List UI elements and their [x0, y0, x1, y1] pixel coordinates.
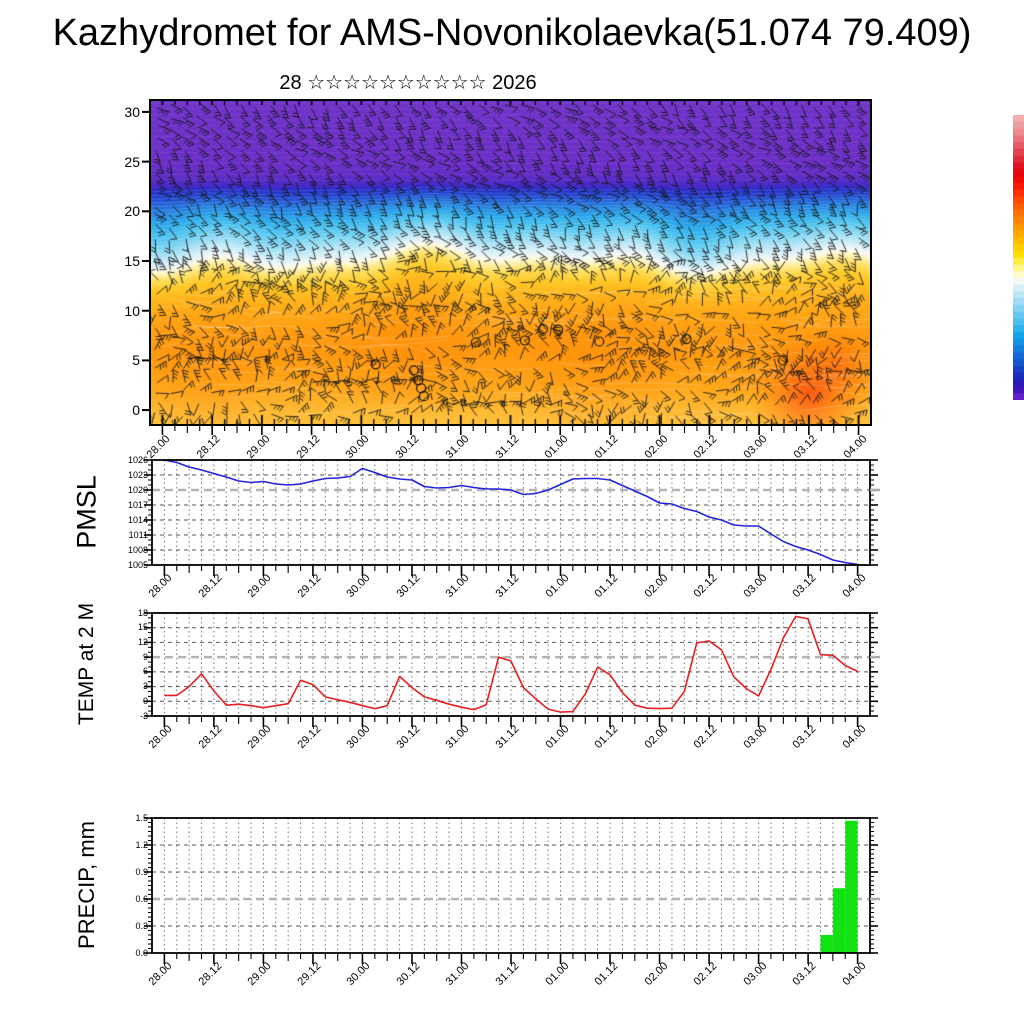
- precip-x-tick-label: 01.00: [543, 960, 572, 988]
- temp2m-y-tick-label: 3: [142, 681, 148, 692]
- wind-x-tick-label: 02.00: [642, 433, 671, 461]
- pmsl-x-tick-label: 30.00: [344, 572, 373, 600]
- temp2m-x-tick-label: 28.12: [196, 723, 225, 751]
- pmsl-x-tick-label: 31.12: [493, 572, 522, 600]
- wind-x-tick-label: 01.00: [542, 433, 571, 461]
- pmsl-x-tick-label: 03.12: [790, 572, 819, 600]
- precip-axis-title: PRECIP, mm: [74, 821, 99, 949]
- precip-x-tick-label: 31.00: [444, 960, 472, 988]
- wind-x-tick-label: 28.12: [194, 433, 223, 461]
- pmsl-axis-title: PMSL: [71, 475, 102, 549]
- wind-x-tick-label: 04.00: [841, 433, 870, 461]
- pmsl-x-tick-label: 30.12: [394, 572, 423, 600]
- wind-x-tick-label: 31.12: [493, 433, 521, 461]
- pmsl-y-tick-label: 1017: [127, 499, 148, 510]
- pmsl-y-tick-label: 1014: [127, 514, 148, 525]
- precip-x-tick-label: 03.00: [741, 960, 770, 988]
- precip-x-tick-label: 30.12: [394, 960, 423, 988]
- wind-x-tick-label: 29.00: [244, 433, 273, 461]
- temp2m-y-tick-label: 15: [137, 622, 148, 633]
- pmsl-x-tick-label: 29.12: [295, 572, 324, 600]
- wind-y-tick-label: 30: [124, 103, 140, 120]
- pmsl-x-tick-label: 03.00: [741, 572, 770, 600]
- precip-x-tick-label: 03.12: [790, 960, 819, 988]
- wind-y-tick-label: 15: [124, 253, 140, 269]
- pmsl-x-tick-label: 04.00: [840, 572, 869, 600]
- temp2m-y-tick-label: 12: [137, 636, 148, 647]
- temp2m-x-tick-label: 03.12: [790, 723, 819, 751]
- pmsl-y-tick-label: 1008: [127, 544, 148, 555]
- precip-y-tick-label: 1.5: [135, 812, 148, 823]
- precip-x-tick-label: 28.12: [196, 960, 225, 988]
- precip-x-tick-label: 02.00: [642, 960, 671, 988]
- precip-x-tick-label: 02.12: [691, 960, 720, 988]
- temp2m-x-tick-label: 01.12: [592, 723, 621, 751]
- temp2m-x-tick-label: 29.12: [295, 723, 324, 751]
- wind-x-tick-label: 31.00: [443, 433, 472, 461]
- precip-x-tick-label: 04.00: [840, 960, 869, 988]
- temp2m-y-tick-label: 0: [142, 695, 148, 706]
- pmsl-x-tick-label: 02.12: [691, 572, 720, 600]
- temp2m-x-tick-label: 28.00: [146, 723, 175, 751]
- pmsl-x-tick-label: 28.12: [196, 572, 225, 600]
- temp2m-x-tick-label: 01.00: [543, 723, 572, 751]
- temp2m-x-tick-label: 29.00: [245, 723, 274, 751]
- wind-x-tick-label: 28.00: [144, 433, 173, 461]
- pmsl-y-tick-label: 1023: [127, 469, 148, 480]
- wind-y-tick-label: 20: [124, 203, 140, 220]
- temp2m-x-tick-label: 02.12: [691, 723, 720, 751]
- temp2m-y-tick-label: -3: [139, 710, 148, 721]
- precip-y-tick-label: 0.6: [135, 893, 148, 904]
- pmsl-x-tick-label: 01.00: [543, 572, 572, 600]
- wind-x-tick-label: 30.12: [393, 433, 422, 461]
- precip-x-tick-label: 29.00: [245, 960, 274, 988]
- wind-section-canvas: [150, 100, 871, 425]
- precip-x-tick-label: 30.00: [344, 960, 373, 988]
- wind-y-tick-label: 10: [124, 302, 140, 319]
- wind-x-tick-label: 03.00: [741, 433, 770, 461]
- pmsl-x-tick-label: 01.12: [592, 572, 621, 600]
- pmsl-y-tick-label: 1020: [127, 484, 148, 495]
- temp2m-y-tick-label: 18: [137, 607, 148, 618]
- pmsl-y-tick-label: 1011: [128, 529, 148, 540]
- wind-y-tick-label: 25: [124, 153, 140, 170]
- precip-y-tick-label: 0.9: [135, 866, 148, 877]
- wind-x-tick-label: 30.00: [343, 433, 372, 461]
- wind-y-tick-label: 5: [132, 352, 140, 369]
- temp2m-x-tick-label: 31.00: [444, 723, 472, 751]
- wind-x-tick-label: 03.12: [791, 433, 820, 461]
- page-title: Kazhydromet for AMS-Novonikolaevka(51.07…: [52, 12, 972, 54]
- pmsl-y-tick-label: 1026: [127, 454, 148, 465]
- wind-y-tick-label: 0: [132, 402, 140, 419]
- precip-y-tick-label: 0.3: [135, 920, 148, 931]
- pmsl-y-tick-label: 1005: [127, 559, 148, 570]
- wind-x-tick-label: 01.12: [592, 433, 621, 461]
- precip-x-tick-label: 01.12: [592, 960, 621, 988]
- temp2m-x-tick-label: 31.12: [493, 723, 522, 751]
- pmsl-x-tick-label: 02.00: [642, 572, 671, 600]
- temp2m-x-tick-label: 30.12: [394, 723, 423, 751]
- date-subtitle: 28 ☆☆☆☆☆☆☆☆☆☆ 2026: [279, 72, 537, 94]
- temp2m-x-tick-label: 03.00: [741, 723, 770, 751]
- pmsl-x-tick-label: 29.00: [245, 572, 274, 600]
- temp2m-x-tick-label: 04.00: [840, 723, 869, 751]
- precip-y-tick-label: 0.0: [135, 947, 148, 958]
- precip-y-tick-label: 1.2: [135, 839, 148, 850]
- temp2m-x-tick-label: 30.00: [344, 723, 373, 751]
- temp2m-y-tick-label: 6: [142, 666, 148, 677]
- precip-x-tick-label: 31.12: [493, 960, 522, 988]
- precip-x-tick-label: 28.00: [146, 960, 175, 988]
- wind-x-tick-label: 02.12: [691, 433, 720, 461]
- temp2m-x-tick-label: 02.00: [642, 723, 671, 751]
- pmsl-x-tick-label: 31.00: [444, 572, 472, 600]
- wind-x-tick-label: 29.12: [294, 433, 323, 461]
- precip-x-tick-label: 29.12: [295, 960, 324, 988]
- temp2m-y-tick-label: 9: [142, 651, 148, 662]
- temp-axis-title: TEMP at 2 M: [75, 602, 98, 726]
- colorbar: [1013, 115, 1024, 400]
